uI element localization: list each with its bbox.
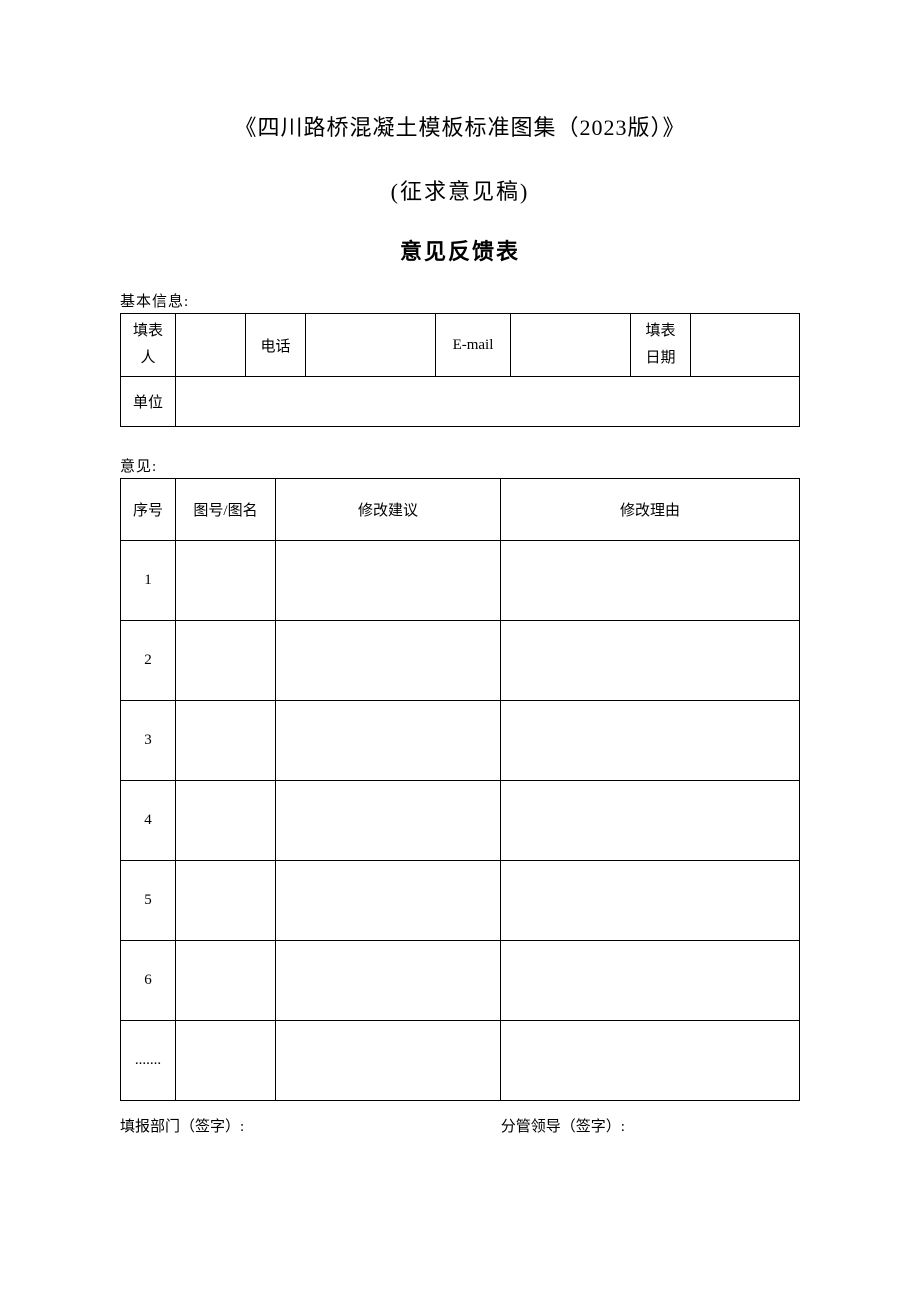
table-row: 1 (121, 541, 800, 621)
filler-label-line1: 填表 (133, 323, 163, 339)
email-value (511, 314, 631, 377)
form-title: 意见反馈表 (120, 234, 800, 266)
filler-label-line2: 人 (140, 350, 155, 366)
filler-value (176, 314, 246, 377)
table-row: 6 (121, 941, 800, 1021)
date-value (691, 314, 800, 377)
filler-label: 填表 人 (121, 314, 176, 377)
unit-value (176, 377, 800, 427)
cell-name (176, 541, 276, 621)
cell-seq: ....... (121, 1021, 176, 1101)
cell-suggestion (276, 701, 501, 781)
cell-seq: 4 (121, 781, 176, 861)
table-row: 5 (121, 861, 800, 941)
table-row: 3 (121, 701, 800, 781)
table-row: ....... (121, 1021, 800, 1101)
cell-suggestion (276, 1021, 501, 1101)
cell-suggestion (276, 861, 501, 941)
table-row: 2 (121, 621, 800, 701)
phone-value (306, 314, 436, 377)
signature-dept: 填报部门（签字）: (120, 1115, 501, 1136)
header-seq: 序号 (121, 479, 176, 541)
header-reason: 修改理由 (501, 479, 800, 541)
cell-reason (501, 541, 800, 621)
date-label-line2: 日期 (645, 350, 675, 366)
cell-suggestion (276, 941, 501, 1021)
basic-info-row-2: 单位 (121, 377, 800, 427)
opinions-header-row: 序号 图号/图名 修改建议 修改理由 (121, 479, 800, 541)
cell-name (176, 941, 276, 1021)
document-title: 《四川路桥混凝土模板标准图集（2023版）》 (120, 110, 800, 142)
cell-name (176, 861, 276, 941)
cell-reason (501, 781, 800, 861)
cell-seq: 3 (121, 701, 176, 781)
cell-reason (501, 701, 800, 781)
basic-info-table: 填表 人 电话 E-mail 填表 日期 单位 (120, 313, 800, 427)
cell-name (176, 1021, 276, 1101)
table-row: 4 (121, 781, 800, 861)
cell-seq: 6 (121, 941, 176, 1021)
basic-info-row-1: 填表 人 电话 E-mail 填表 日期 (121, 314, 800, 377)
cell-name (176, 701, 276, 781)
cell-reason (501, 941, 800, 1021)
cell-seq: 2 (121, 621, 176, 701)
cell-reason (501, 621, 800, 701)
basic-info-label: 基本信息: (120, 290, 800, 311)
phone-label: 电话 (246, 314, 306, 377)
cell-seq: 1 (121, 541, 176, 621)
cell-suggestion (276, 621, 501, 701)
opinions-label: 意见: (120, 455, 800, 476)
email-label: E-mail (436, 314, 511, 377)
document-subtitle: (征求意见稿) (120, 174, 800, 206)
cell-reason (501, 1021, 800, 1101)
cell-suggestion (276, 781, 501, 861)
header-name: 图号/图名 (176, 479, 276, 541)
cell-name (176, 621, 276, 701)
date-label-line1: 填表 (645, 323, 675, 339)
cell-reason (501, 861, 800, 941)
cell-suggestion (276, 541, 501, 621)
cell-name (176, 781, 276, 861)
unit-label: 单位 (121, 377, 176, 427)
opinions-table: 序号 图号/图名 修改建议 修改理由 123456....... (120, 478, 800, 1101)
signature-leader: 分管领导（签字）: (501, 1115, 800, 1136)
date-label: 填表 日期 (631, 314, 691, 377)
cell-seq: 5 (121, 861, 176, 941)
signature-row: 填报部门（签字）: 分管领导（签字）: (120, 1115, 800, 1136)
header-suggestion: 修改建议 (276, 479, 501, 541)
